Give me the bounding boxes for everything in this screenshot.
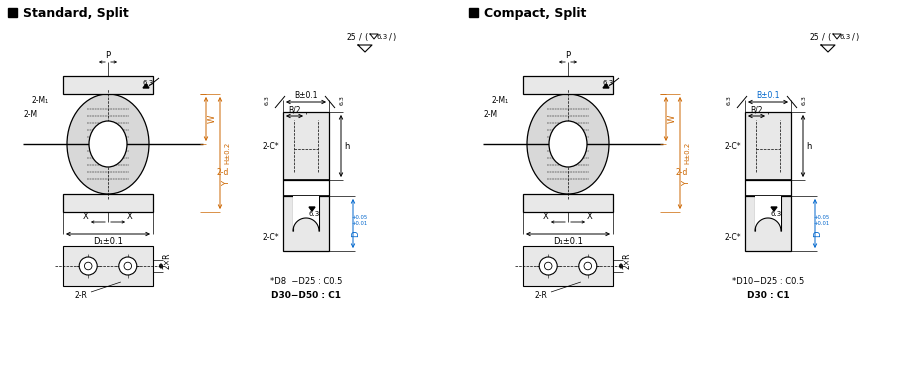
Text: 6.3: 6.3 (801, 95, 807, 105)
Text: 2-M₁: 2-M₁ (31, 96, 48, 104)
Text: Y: Y (682, 180, 691, 186)
Text: Y: Y (222, 180, 232, 186)
Text: 6.3: 6.3 (603, 80, 614, 86)
Circle shape (124, 262, 132, 270)
Text: 2-C*: 2-C* (725, 233, 741, 242)
Text: H±0.2: H±0.2 (224, 142, 230, 164)
Text: D30 : C1: D30 : C1 (747, 290, 789, 300)
Bar (283, 112, 329, 180)
Circle shape (579, 257, 597, 275)
Bar (63, 76, 153, 94)
Text: +0.05: +0.05 (352, 215, 368, 220)
Text: 2-d: 2-d (216, 168, 228, 176)
Text: 25: 25 (809, 32, 819, 41)
Bar (523, 76, 613, 94)
Text: 2-C*: 2-C* (262, 233, 279, 242)
Text: 6.3: 6.3 (340, 95, 344, 105)
Bar (63, 194, 153, 212)
Polygon shape (293, 196, 319, 231)
Polygon shape (771, 207, 777, 211)
Text: h: h (807, 141, 811, 151)
Polygon shape (143, 84, 149, 88)
Text: 6.3: 6.3 (726, 95, 732, 105)
Text: X: X (127, 211, 133, 221)
Text: B±0.1: B±0.1 (756, 90, 780, 100)
Text: h: h (344, 141, 350, 151)
Text: ): ) (392, 32, 396, 41)
Bar (63, 246, 153, 286)
Text: +0.01: +0.01 (814, 221, 830, 226)
Bar (745, 196, 791, 251)
Text: 6.3: 6.3 (839, 34, 851, 40)
Text: W: W (208, 115, 217, 123)
Text: /: / (852, 32, 855, 41)
Circle shape (545, 262, 552, 270)
Text: *D8  −D25 : C0.5: *D8 −D25 : C0.5 (270, 276, 342, 286)
Polygon shape (309, 207, 315, 211)
Text: B±0.1: B±0.1 (294, 90, 318, 100)
Text: /: / (358, 32, 362, 41)
Text: Compact, Split: Compact, Split (484, 7, 586, 20)
Text: B/2: B/2 (750, 106, 762, 114)
Text: P: P (566, 51, 570, 59)
Text: X: X (83, 211, 89, 221)
Bar (283, 196, 329, 251)
Text: +0.01: +0.01 (352, 221, 368, 226)
Text: 6.3: 6.3 (377, 34, 388, 40)
Text: 2-C*: 2-C* (262, 141, 279, 151)
Text: /: / (821, 32, 824, 41)
Text: 2-R: 2-R (534, 290, 547, 300)
Text: 6.3: 6.3 (771, 211, 782, 217)
Bar (523, 246, 613, 286)
Circle shape (584, 262, 592, 270)
Text: 2-C*: 2-C* (725, 141, 741, 151)
Text: W: W (667, 115, 677, 123)
Text: 2-R: 2-R (75, 290, 88, 300)
Circle shape (539, 257, 557, 275)
Text: D: D (352, 230, 361, 237)
Text: 2-d: 2-d (676, 168, 689, 176)
Text: 6.3: 6.3 (308, 211, 319, 217)
Ellipse shape (89, 121, 127, 167)
Polygon shape (755, 196, 781, 231)
Text: 2-M: 2-M (483, 110, 497, 118)
Text: D₁±0.1: D₁±0.1 (93, 237, 123, 245)
Text: Standard, Split: Standard, Split (23, 7, 128, 20)
Circle shape (119, 257, 137, 275)
Bar (8, 8, 17, 17)
Text: 25: 25 (346, 32, 355, 41)
Text: H±0.2: H±0.2 (684, 142, 690, 164)
Ellipse shape (527, 94, 609, 194)
Polygon shape (603, 84, 609, 88)
Text: +0.05: +0.05 (814, 215, 830, 220)
Bar (469, 8, 478, 17)
Text: 6.3: 6.3 (265, 95, 270, 105)
Text: *D10−D25 : C0.5: *D10−D25 : C0.5 (732, 276, 804, 286)
Ellipse shape (549, 121, 587, 167)
Text: X: X (587, 211, 593, 221)
Text: 2-M: 2-M (23, 110, 37, 118)
Circle shape (79, 257, 97, 275)
Text: D₁±0.1: D₁±0.1 (553, 237, 583, 245)
Text: B/2: B/2 (288, 106, 301, 114)
Text: X: X (543, 211, 549, 221)
Text: /: / (389, 32, 391, 41)
Text: ): ) (856, 32, 858, 41)
Ellipse shape (67, 94, 149, 194)
Text: 2×R: 2×R (162, 253, 172, 269)
Bar (523, 194, 613, 212)
Text: (: ( (827, 32, 831, 41)
Text: P: P (105, 51, 111, 59)
Bar (745, 112, 791, 180)
Text: D: D (813, 230, 822, 237)
Text: (: ( (365, 32, 367, 41)
Text: 2-M₁: 2-M₁ (491, 96, 509, 104)
Text: D30−D50 : C1: D30−D50 : C1 (271, 290, 341, 300)
Text: 6.3: 6.3 (142, 80, 153, 86)
Text: 2×R: 2×R (622, 253, 631, 269)
Circle shape (84, 262, 92, 270)
